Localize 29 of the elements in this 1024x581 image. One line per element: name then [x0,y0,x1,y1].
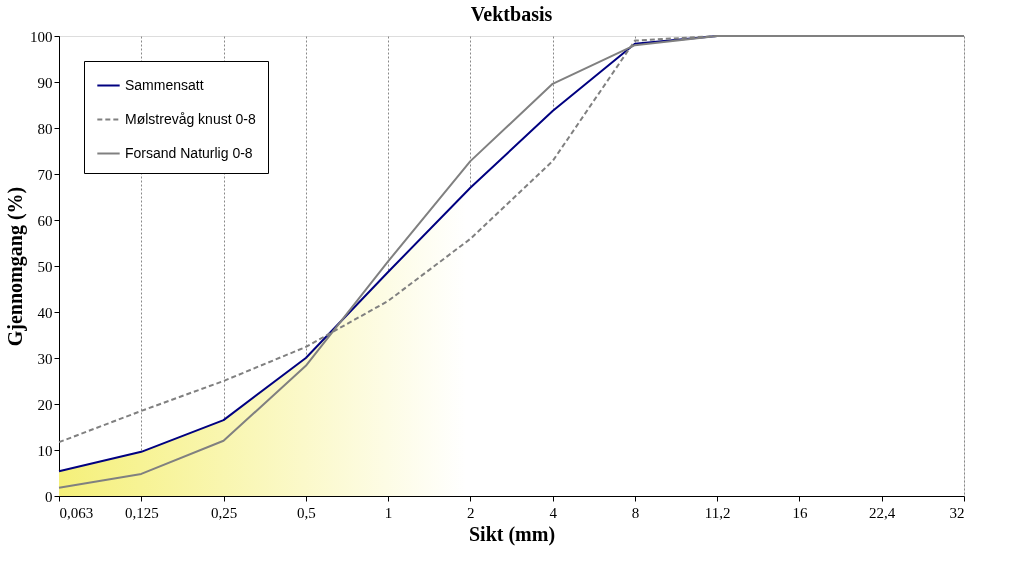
x-tick-label: 2 [467,504,475,521]
y-tick-label: 70 [37,166,53,183]
legend-label: Forsand Naturlig 0-8 [125,144,253,161]
legend-label: Mølstrevåg knust 0-8 [125,110,256,127]
y-tick-label: 40 [37,304,53,321]
y-tick-label: 10 [37,442,53,459]
x-axis-title: Sikt (mm) [468,522,556,546]
y-tick-label: 50 [37,258,53,275]
y-axis-title: Gjennomgang (%) [4,186,27,347]
y-tick-label: 60 [37,212,53,229]
y-tick-label: 0 [45,488,53,505]
x-tick-label: 4 [549,504,558,521]
y-tick-label: 100 [30,28,53,45]
x-tick-label: 0,25 [210,504,238,521]
legend-label: Sammensatt [125,76,204,93]
x-tick-label: 22,4 [869,504,896,521]
chart-title: Vektbasis [470,3,553,25]
x-tick-label: 8 [631,504,640,521]
y-tick-label: 80 [37,120,53,137]
y-tick-label: 20 [37,396,53,413]
x-tick-label: 16 [792,504,808,521]
x-tick-label: 1 [384,504,393,521]
x-tick-label: 32 [949,504,965,521]
x-tick-label: 0,5 [296,504,316,521]
y-tick-label: 30 [37,350,53,367]
x-tick-label: 0,063 [59,504,94,521]
y-tick-label: 90 [37,74,53,91]
x-tick-label: 11,2 [704,504,731,521]
x-tick-label: 0,125 [124,504,159,521]
